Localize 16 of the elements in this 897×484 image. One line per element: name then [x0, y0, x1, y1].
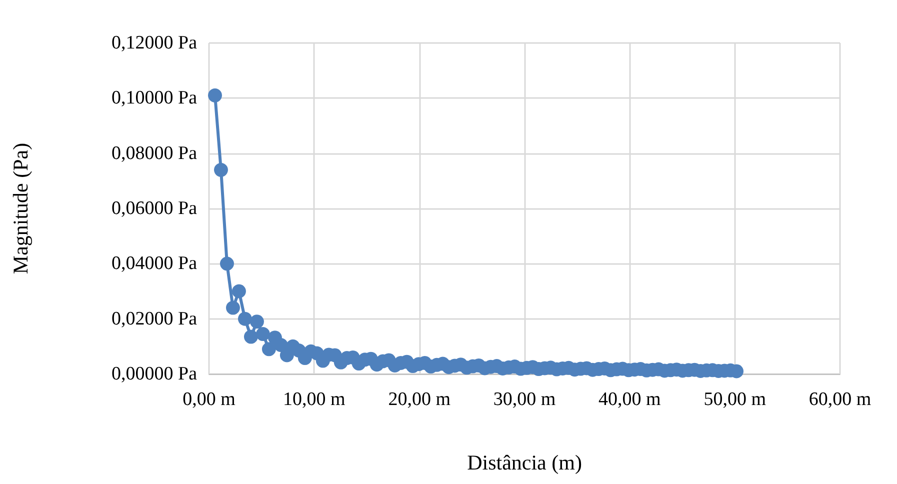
y-tick-label: 0,10000 Pa [112, 88, 198, 109]
x-tick-label: 0,00 m [182, 389, 236, 410]
x-tick-label: 20,00 m [388, 389, 451, 410]
x-axis-title: Distância (m) [467, 450, 582, 474]
y-tick-label: 0,04000 Pa [112, 253, 198, 274]
x-tick-label: 10,00 m [283, 389, 346, 410]
y-tick-label: 0,08000 Pa [112, 142, 198, 164]
y-tick-label: 0,00000 Pa [112, 364, 198, 384]
y-tick-label: 0,02000 Pa [112, 308, 198, 330]
x-tick-label: 60,00 m [808, 389, 872, 410]
x-tick-label: 30,00 m [493, 389, 556, 410]
x-tick-label: 40,00 m [598, 389, 662, 410]
y-axis-title: Magnitude (Pa) [8, 142, 32, 274]
y-tick-label: 0,12000 Pa [112, 32, 198, 54]
y-tick-label: 0,06000 Pa [112, 198, 198, 219]
x-tick-label: 50,00 m [704, 389, 766, 410]
